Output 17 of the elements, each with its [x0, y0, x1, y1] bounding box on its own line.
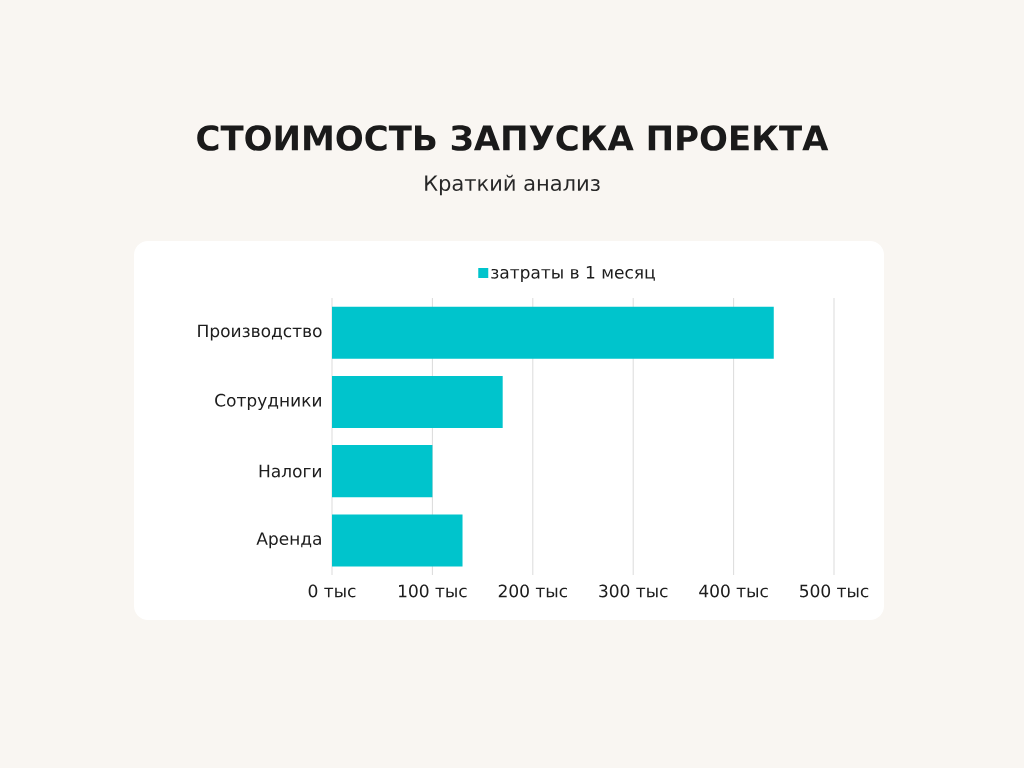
y-tick-label: Производство [198, 324, 322, 341]
x-tick-label: 100 тыс [399, 584, 467, 598]
bar [332, 445, 433, 498]
bar [332, 375, 503, 428]
y-tick-label: Сотрудники [215, 393, 321, 410]
x-tick-label: 200 тыс [498, 584, 568, 598]
legend-label: затраты в 1 месяц [491, 266, 655, 282]
y-tick-label: Налоги [259, 464, 321, 478]
x-tick-label: 400 тыс [699, 584, 768, 598]
chart-subtitle: Краткий анализ [425, 174, 600, 196]
bar [332, 306, 774, 359]
bar [332, 514, 463, 567]
x-tick-label: 300 тыс [599, 584, 668, 598]
y-tick-label: Аренда [256, 532, 321, 549]
chart-title: СТОИМОСТЬ ЗАПУСКА ПРОЕКТА [197, 125, 829, 151]
x-tick-label: 0 тыс [308, 584, 356, 598]
x-tick-label: 500 тыс [800, 584, 869, 598]
